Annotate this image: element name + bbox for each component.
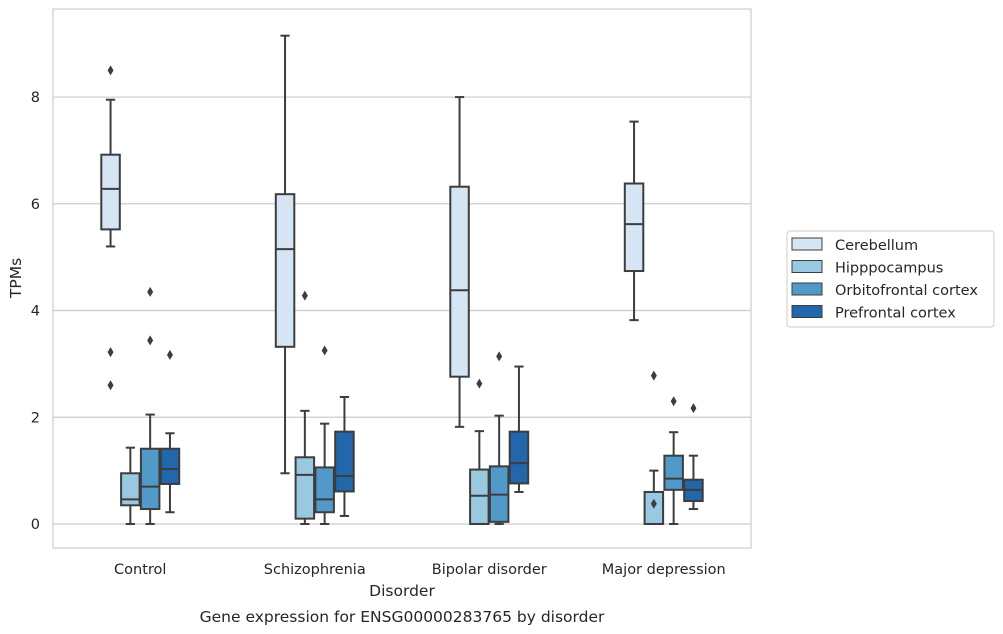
box-cerebellum [623, 120, 645, 322]
legend-label: Cerebellum [835, 238, 918, 254]
legend-label: Prefrontal cortex [835, 306, 956, 322]
legend-swatch [791, 282, 823, 296]
x-axis: Control Schizophrenia Bipolar disorder Majo… [114, 562, 726, 578]
outlier-point [476, 378, 483, 389]
legend-label: Hipppocampus [835, 261, 943, 277]
outlier-point [107, 380, 114, 391]
y-tick-label: 4 [31, 304, 40, 320]
box-body [274, 193, 296, 348]
box-hipppocampus [643, 370, 665, 525]
chart-title: Gene expression for ENSG00000283765 by d… [200, 608, 605, 626]
x-tick-label: Control [114, 562, 166, 578]
x-tick-label: Bipolar disorder [432, 562, 547, 578]
plot-frame [52, 8, 752, 549]
y-tick-label: 6 [31, 197, 40, 213]
box-body [334, 430, 355, 493]
box-body [139, 447, 161, 511]
legend-frame [786, 230, 995, 328]
outlier-point [496, 351, 503, 362]
legend: Cerebellum Hipppocampus Orbitofrontal cort… [786, 230, 995, 328]
box-prefrontal-cortex [508, 365, 530, 493]
y-tick-label: 8 [31, 90, 40, 106]
y-axis: 0 2 4 6 8 [31, 90, 40, 533]
box-body [159, 447, 181, 485]
box-prefrontal-cortex [683, 403, 704, 511]
outlier-point [147, 335, 154, 346]
box-plot-area [100, 34, 704, 525]
outlier-point [690, 403, 697, 414]
box-body [449, 185, 470, 378]
box-cerebellum [100, 65, 121, 391]
outlier-point [166, 349, 173, 360]
x-tick-label: Schizophrenia [264, 562, 366, 578]
legend-swatch [791, 237, 823, 251]
box-body [508, 430, 530, 485]
box-orbitofrontal-cortex [139, 286, 161, 525]
box-prefrontal-cortex [159, 349, 181, 514]
outlier-point [301, 290, 308, 301]
box-orbitofrontal-cortex [663, 396, 684, 525]
box-hipppocampus [469, 378, 490, 525]
box-body [469, 468, 490, 525]
box-hipppocampus [294, 290, 316, 525]
outlier-point [107, 65, 114, 76]
outlier-point [650, 498, 657, 509]
legend-swatch [791, 305, 823, 318]
box-prefrontal-cortex [334, 395, 355, 517]
y-tick-label: 0 [31, 517, 40, 533]
outlier-point [321, 345, 328, 356]
y-tick-label: 2 [31, 410, 40, 426]
y-axis-title: TPMs [7, 258, 25, 299]
box-body [663, 454, 684, 491]
box-cerebellum [274, 34, 296, 475]
x-tick-label: Major depression [602, 562, 726, 578]
x-axis-title: Disorder [369, 582, 435, 600]
outlier-point [650, 370, 657, 381]
box-orbitofrontal-cortex [488, 351, 510, 525]
box-body [294, 456, 316, 520]
outlier-point [107, 347, 114, 358]
box-body [314, 466, 335, 514]
box-body [623, 182, 645, 273]
box-body [100, 153, 121, 231]
legend-label: Orbitofrontal cortex [835, 283, 978, 299]
legend-swatch [791, 260, 823, 273]
box-cerebellum [449, 96, 470, 428]
outlier-point [670, 396, 677, 407]
outlier-point [147, 286, 154, 297]
box-body [120, 472, 141, 507]
box-hipppocampus [120, 446, 141, 525]
box-orbitofrontal-cortex [314, 345, 335, 525]
